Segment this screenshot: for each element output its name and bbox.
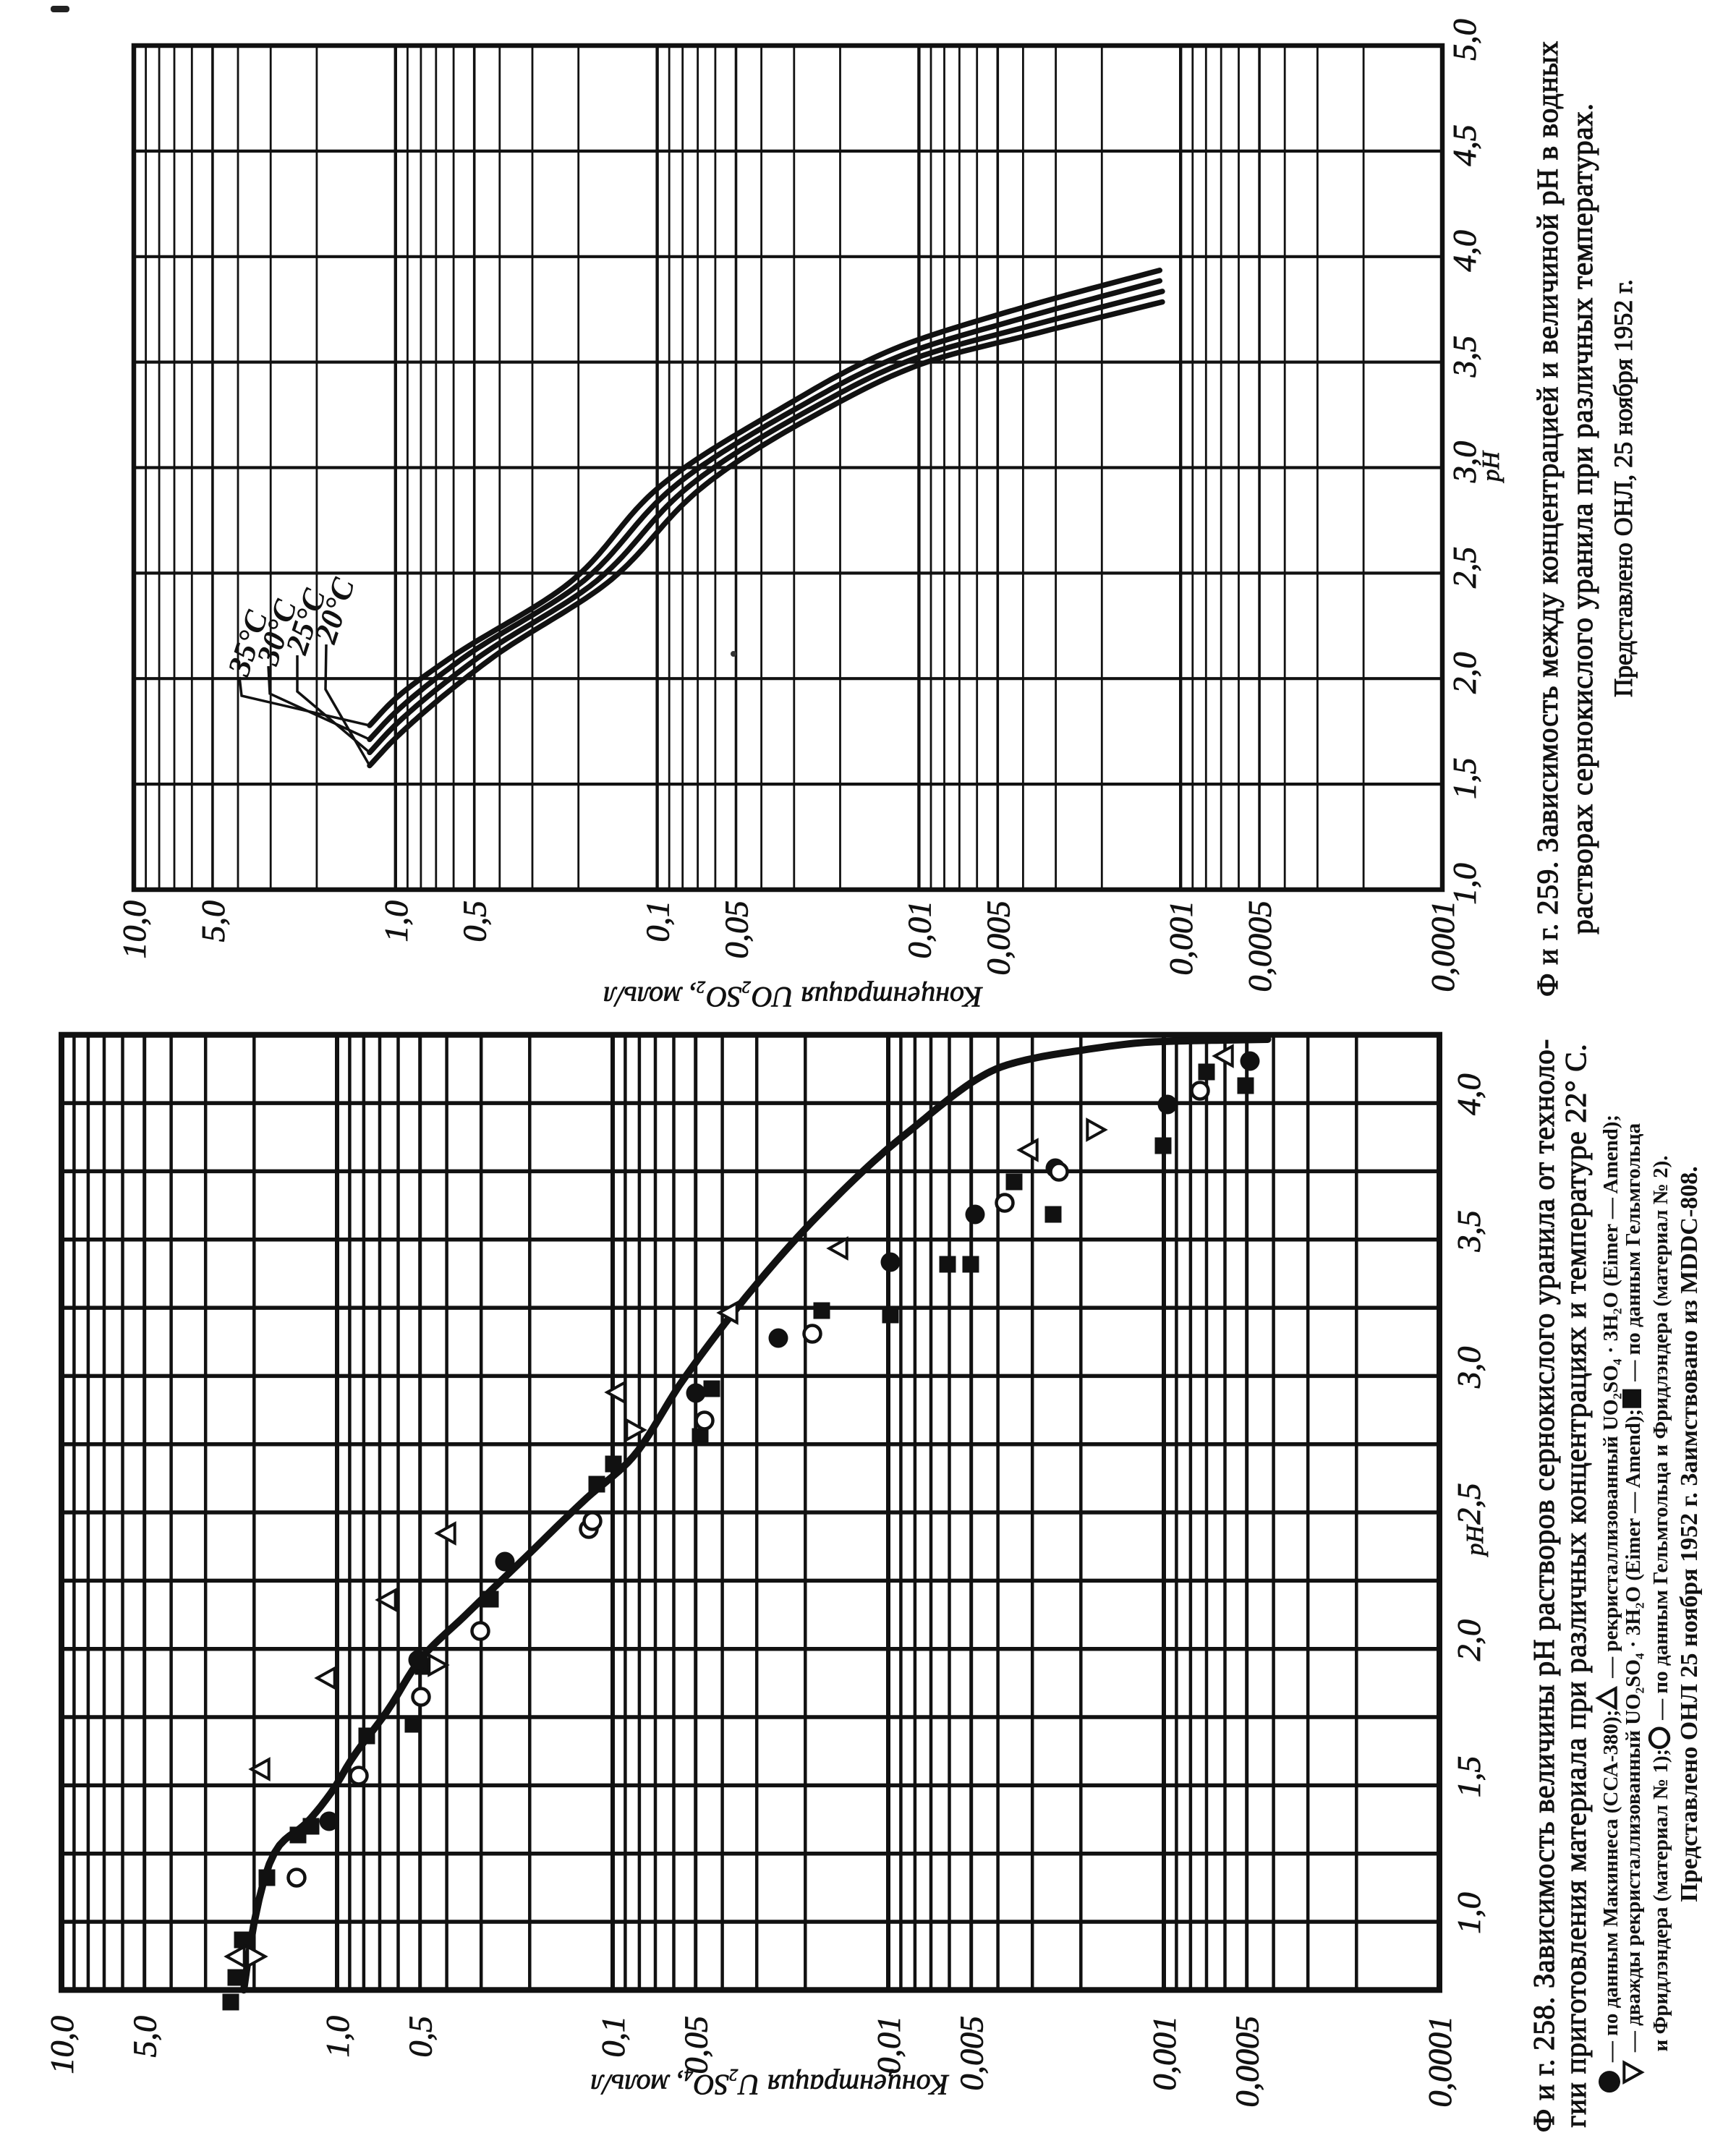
svg-text:1,0: 1,0 [1450, 1892, 1487, 1934]
svg-text:растворах сернокислого уранила: растворах сернокислого уранила при разли… [1565, 103, 1599, 934]
svg-text:3,5: 3,5 [1446, 336, 1483, 378]
svg-text:— по данным Гельмгольца: — по данным Гельмгольца [1622, 1123, 1645, 1381]
svg-text:2,0: 2,0 [1446, 652, 1483, 694]
svg-text:0,5: 0,5 [456, 900, 493, 942]
svg-text:4,0: 4,0 [1446, 230, 1483, 272]
svg-text:рН: рН [1478, 450, 1505, 483]
svg-text:0,01: 0,01 [901, 900, 937, 959]
svg-text:Концентрация U₂SO₄, моль/л: Концентрация U₂SO₄, моль/л [590, 2069, 949, 2101]
svg-text:0,0005: 0,0005 [1229, 2016, 1266, 2108]
svg-text:Ф и г. 259. Зависимость между: Ф и г. 259. Зависимость между концентрац… [1531, 41, 1564, 997]
svg-text:2,5: 2,5 [1450, 1483, 1487, 1525]
svg-text:3,0: 3,0 [1446, 441, 1483, 484]
svg-text:0,001: 0,001 [1162, 900, 1199, 976]
svg-text:Концентрация UO₂SO₂, моль/л: Концентрация UO₂SO₂, моль/л [603, 981, 983, 1013]
svg-text:рН: рН [1462, 1524, 1489, 1557]
svg-text:2,0: 2,0 [1450, 1619, 1487, 1661]
svg-text:4,0: 4,0 [1450, 1073, 1487, 1115]
svg-text:1,0: 1,0 [319, 2016, 356, 2058]
svg-text:1,0: 1,0 [378, 900, 414, 942]
svg-text:0,05: 0,05 [678, 2016, 715, 2074]
svg-text:— по данным Гельмгольца и Фрид: — по данным Гельмгольца и Фридлэндера (м… [1649, 1155, 1672, 1720]
svg-text:Представлено ОНЛ 25 ноября: Представлено ОНЛ 25 ноября 1952 г. Заимс… [1676, 1166, 1703, 1902]
svg-text:3,5: 3,5 [1450, 1210, 1487, 1253]
svg-text:0,005: 0,005 [953, 2016, 990, 2091]
svg-text:0,005: 0,005 [979, 900, 1016, 976]
svg-text:0,05: 0,05 [718, 900, 755, 959]
svg-text:1,5: 1,5 [1446, 757, 1483, 799]
svg-text:3,0: 3,0 [1450, 1347, 1487, 1389]
svg-text:Представлено ОНЛ, 25 ноября 19: Представлено ОНЛ, 25 ноября 1952 г. [1609, 279, 1638, 697]
svg-text:0,0005: 0,0005 [1241, 900, 1278, 992]
svg-text:4,5: 4,5 [1446, 124, 1483, 166]
svg-text:5,0: 5,0 [195, 900, 231, 942]
svg-text:— рекристаллизованный UO₂SO₄ ·: — рекристаллизованный UO₂SO₄ · 3H₂O (Eim… [1599, 1115, 1622, 1679]
svg-text:0,01: 0,01 [870, 2016, 907, 2074]
svg-text:0,1: 0,1 [595, 2016, 631, 2058]
svg-text:5,0: 5,0 [1446, 19, 1483, 61]
svg-text:2,5: 2,5 [1446, 547, 1483, 589]
svg-text:0,0001: 0,0001 [1424, 900, 1461, 992]
svg-text:и Фридлэндера (материал № 1);: и Фридлэндера (материал № 1); [1649, 1749, 1672, 2052]
svg-text:— дважды рекристаллизованный U: — дважды рекристаллизованный UO₂SO₄ · 3H… [1622, 1409, 1645, 2053]
svg-text:1,5: 1,5 [1450, 1756, 1487, 1798]
svg-text:0,0001: 0,0001 [1421, 2016, 1458, 2108]
svg-text:5,0: 5,0 [127, 2016, 163, 2058]
svg-text:10,0: 10,0 [43, 2016, 80, 2074]
svg-text:0,1: 0,1 [639, 900, 676, 942]
svg-text:10,0: 10,0 [116, 900, 153, 959]
svg-text:Ф и г. 258. Зависимость величи: Ф и г. 258. Зависимость величины рН раст… [1527, 1039, 1560, 2132]
svg-text:0,5: 0,5 [402, 2016, 439, 2058]
svg-text:1,0: 1,0 [1446, 863, 1483, 905]
svg-text:— по данным Макиннеса (ССА-380: — по данным Макиннеса (ССА-380); [1599, 1710, 1622, 2063]
svg-text:0,001: 0,001 [1146, 2016, 1183, 2091]
svg-text:гии приготовления материала пр: гии приготовления материала при различны… [1559, 1044, 1592, 2128]
